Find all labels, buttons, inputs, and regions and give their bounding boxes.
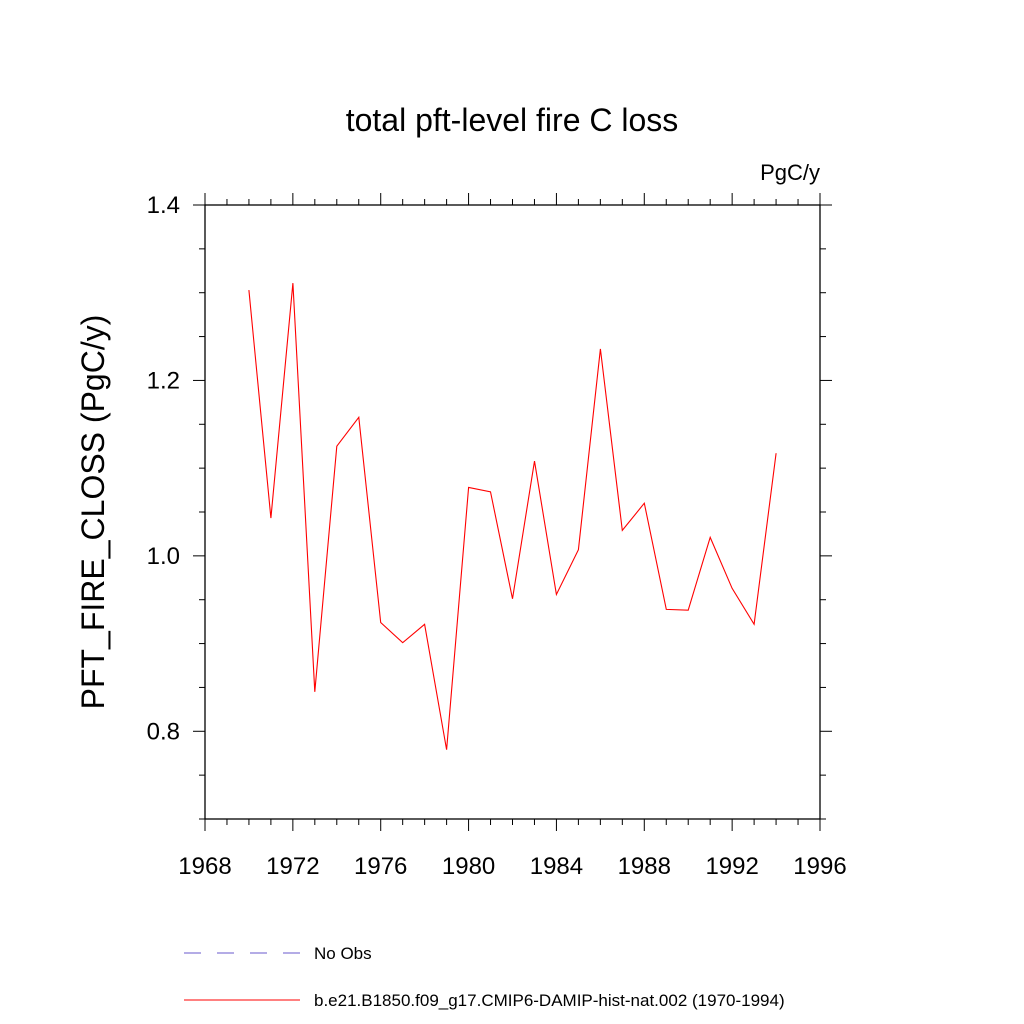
y-tick-label: 1.0 <box>147 543 180 570</box>
x-tick-label: 1992 <box>705 853 758 880</box>
legend-label: No Obs <box>314 944 372 963</box>
y-tick-label: 1.4 <box>147 192 180 219</box>
y-axis-label: PFT_FIRE_CLOSS (PgC/y) <box>75 315 111 710</box>
x-tick-label: 1968 <box>178 853 231 880</box>
x-tick-label: 1996 <box>793 853 846 880</box>
y-tick-label: 0.8 <box>147 718 180 745</box>
x-tick-label: 1972 <box>266 853 319 880</box>
chart-title: total pft-level fire C loss <box>346 102 679 138</box>
units-label: PgC/y <box>760 160 820 185</box>
series-layer <box>248 283 777 750</box>
axes: 1968 1972 1976 1980 1984 1988 1992 1996 0.8 1.0 1.… <box>147 192 847 880</box>
y-tick-label: 1.2 <box>147 367 180 394</box>
plot-frame <box>204 204 821 820</box>
x-tick-label: 1976 <box>354 853 407 880</box>
legend: No Obs b.e21.B1850.f09_g17.CMIP6-DAMIP-hi… <box>184 944 785 1010</box>
x-tick-label: 1984 <box>530 853 583 880</box>
series-line <box>248 283 777 750</box>
legend-label: b.e21.B1850.f09_g17.CMIP6-DAMIP-hist-nat… <box>314 991 785 1010</box>
x-tick-label: 1980 <box>442 853 495 880</box>
x-tick-label: 1988 <box>618 853 671 880</box>
